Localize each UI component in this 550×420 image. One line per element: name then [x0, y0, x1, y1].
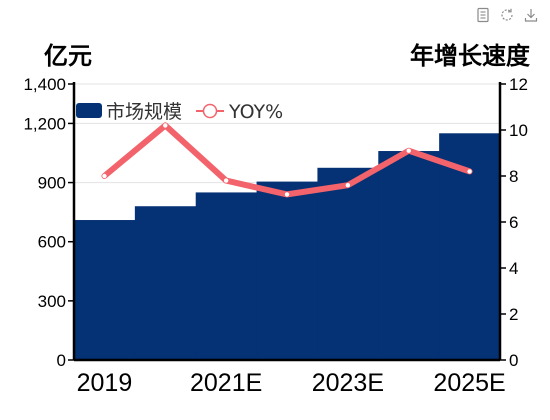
- legend: 市场规模 YOY%: [76, 101, 283, 123]
- legend-swatch-bar: [76, 103, 102, 118]
- yoy-point-2020E: [163, 123, 168, 128]
- right-tick-label: 10: [509, 121, 528, 140]
- line-series: [101, 122, 473, 198]
- restore-button[interactable]: [498, 6, 516, 24]
- bar-2023E: [317, 167, 379, 360]
- right-tick-label: 0: [509, 351, 518, 370]
- bar-2019: [74, 220, 136, 360]
- left-tick-label: 0: [57, 351, 66, 370]
- yoy-point-2025E: [467, 169, 472, 174]
- x-tick-label: 2019: [77, 369, 133, 397]
- bar-2024E: [378, 151, 440, 360]
- legend-label-bar: 市场规模: [106, 101, 182, 123]
- document-icon: [477, 7, 489, 23]
- data-view-button[interactable]: [474, 6, 492, 24]
- left-tick-label: 1,200: [23, 114, 66, 133]
- save-image-button[interactable]: [522, 6, 540, 24]
- legend-swatch-marker: [202, 103, 218, 119]
- bar-2021E: [195, 192, 258, 360]
- yoy-point-2022E: [284, 192, 290, 197]
- legend-label-line: YOY%: [228, 101, 283, 123]
- bar-series: [74, 133, 501, 360]
- axes: 0 300 600 900 1,200 1,400 0 2 4 6 8 10 12 2019 2021E 20…: [23, 75, 527, 397]
- left-tick-label: 600: [38, 233, 66, 252]
- left-axis-title: 亿元: [44, 42, 92, 70]
- chart-toolbar: [474, 6, 540, 24]
- left-tick-label: 300: [38, 292, 66, 311]
- x-tick-label: 2021E: [190, 369, 262, 397]
- left-tick-label: 900: [38, 174, 66, 193]
- refresh-icon: [501, 8, 513, 21]
- right-axis-title: 年增长速度: [410, 42, 531, 70]
- yoy-point-2024E: [406, 148, 411, 153]
- yoy-point-2023E: [345, 183, 351, 188]
- right-tick-label: 2: [509, 305, 518, 324]
- right-tick-label: 4: [509, 259, 518, 278]
- right-tick-label: 6: [509, 213, 518, 232]
- yoy-point-2019: [102, 173, 107, 179]
- right-tick-label: 12: [509, 75, 528, 94]
- yoy-point-2021E: [223, 178, 229, 183]
- left-tick-label: 1,400: [23, 75, 66, 94]
- x-tick-label: 2023E: [312, 369, 384, 397]
- x-tick-label: 2025E: [433, 369, 505, 397]
- bar-2020E: [134, 206, 197, 360]
- right-tick-label: 8: [509, 167, 518, 186]
- download-icon: [524, 9, 538, 22]
- bar-2022E: [256, 181, 318, 360]
